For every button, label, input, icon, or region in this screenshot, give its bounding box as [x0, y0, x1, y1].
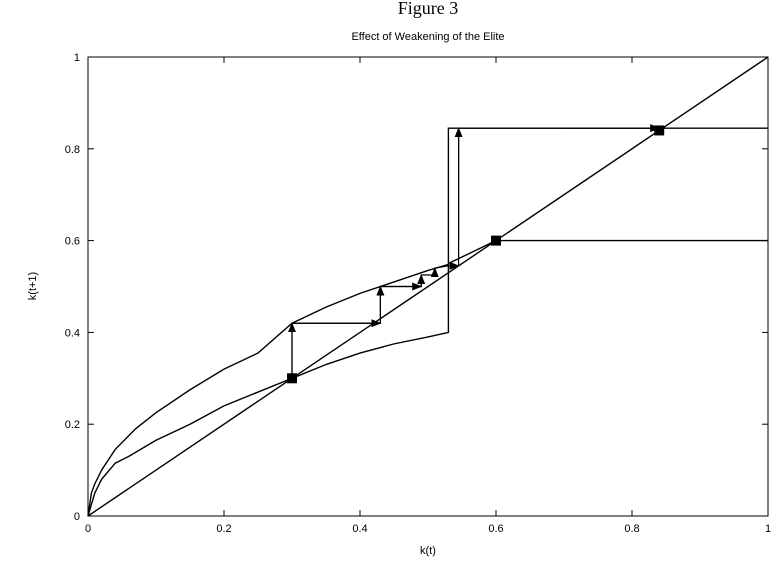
y-tick-label: 0.6 [65, 236, 80, 248]
y-tick-label: 0 [74, 511, 80, 523]
y-tick-label: 0.4 [65, 327, 80, 339]
y-tick-label: 0.2 [65, 419, 80, 431]
axis-ticks: 0 0.2 0.4 0.6 0.8 1 0 0.2 0.4 0.6 0.8 1 [65, 52, 771, 535]
fixed-point-marker [491, 235, 501, 246]
y-tick-label: 1 [74, 52, 80, 64]
fixed-point-group [287, 125, 665, 384]
series-line-2 [87, 263, 449, 517]
fixed-point-marker [654, 125, 665, 136]
x-tick-label: 0 [85, 523, 91, 535]
series-line-1 [87, 56, 769, 517]
arrow-group [288, 124, 661, 379]
x-axis-label: k(t) [420, 545, 436, 557]
series-group [87, 56, 769, 517]
chart-title: Effect of Weakening of the Elite [351, 31, 504, 43]
x-tick-label: 0.4 [352, 523, 367, 535]
y-tick-label: 0.8 [65, 144, 80, 156]
x-tick-label: 0.8 [624, 523, 639, 535]
x-tick-label: 1 [765, 523, 771, 535]
figure-heading: Figure 3 [398, 0, 459, 18]
y-axis-label: k(t+1) [27, 272, 39, 300]
x-tick-label: 0.2 [216, 523, 231, 535]
fixed-point-marker [287, 373, 297, 384]
x-tick-label: 0.6 [488, 523, 503, 535]
plot-frame [87, 56, 769, 517]
series-line-3 [87, 127, 768, 517]
